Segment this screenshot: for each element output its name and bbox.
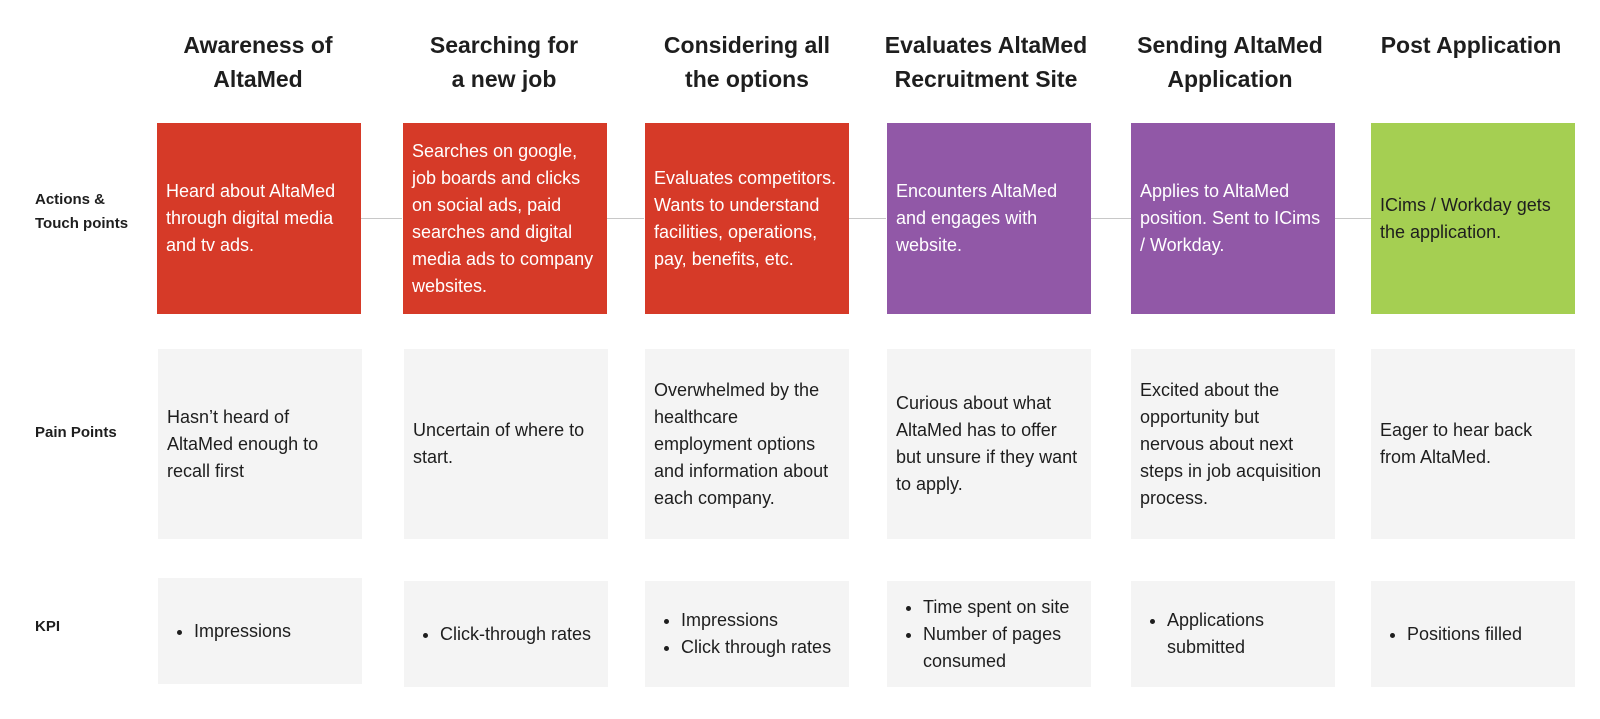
pain-point-text: Curious about what AltaMed has to offer … xyxy=(896,393,1078,494)
pain-point-text: Excited about the opportunity but nervou… xyxy=(1140,379,1322,508)
kpi-list: Applications submitted xyxy=(1140,607,1326,661)
kpi-card: Applications submitted xyxy=(1131,581,1335,687)
kpi-card: Impressions xyxy=(158,578,362,684)
action-card: Searches on google, job boards and click… xyxy=(403,123,607,314)
action-text: Applies to AltaMed position. Sent to ICi… xyxy=(1140,181,1321,255)
connector-line-3 xyxy=(848,218,886,219)
pain-point-card: Overwhelmed by the healthcare employment… xyxy=(645,349,849,539)
pain-point-card: Hasn’t heard of AltaMed enough to recall… xyxy=(158,349,362,539)
pain-point-card: Uncertain of where to start. xyxy=(404,349,608,539)
kpi-item: Impressions xyxy=(681,607,840,634)
kpi-list: Positions filled xyxy=(1380,621,1566,648)
action-card: Encounters AltaMed and engages with webs… xyxy=(887,123,1091,314)
kpi-list: Click-through rates xyxy=(413,621,599,648)
stage-title: Awareness of AltaMed xyxy=(183,32,333,92)
action-card: Evaluates competitors. Wants to understa… xyxy=(645,123,849,314)
action-text: Searches on google, job boards and click… xyxy=(412,140,594,296)
action-card: Heard about AltaMed through digital medi… xyxy=(157,123,361,314)
row-label-kpi: KPI xyxy=(35,618,61,635)
action-text: Encounters AltaMed and engages with webs… xyxy=(896,181,1058,255)
kpi-item: Applications submitted xyxy=(1167,607,1326,661)
connector-line-5 xyxy=(1335,218,1374,219)
action-card: ICims / Workday gets the application. xyxy=(1371,123,1575,314)
pain-point-text: Uncertain of where to start. xyxy=(413,420,585,467)
row-label-pain-points: Pain Points xyxy=(35,424,117,441)
kpi-card: Click-through rates xyxy=(404,581,608,687)
pain-point-card: Curious about what AltaMed has to offer … xyxy=(887,349,1091,539)
action-text: ICims / Workday gets the application. xyxy=(1380,194,1551,242)
kpi-item: Positions filled xyxy=(1407,621,1566,648)
pain-point-text: Hasn’t heard of AltaMed enough to recall… xyxy=(167,406,319,481)
stage-title: Searching for a new job xyxy=(429,32,579,92)
kpi-card: Positions filled xyxy=(1371,581,1575,687)
connector-line-4 xyxy=(1090,218,1131,219)
stage-title: Sending AltaMed Application xyxy=(1137,32,1323,92)
stage-title: Considering all the options xyxy=(663,32,831,92)
connector-line-1 xyxy=(361,218,402,219)
stage-title: Evaluates AltaMed Recruitment Site xyxy=(884,32,1088,92)
pain-point-text: Overwhelmed by the healthcare employment… xyxy=(654,379,829,508)
kpi-item: Click through rates xyxy=(681,634,840,661)
kpi-item: Impressions xyxy=(194,618,353,645)
kpi-list: Impressions Click through rates xyxy=(654,607,840,661)
action-card: Applies to AltaMed position. Sent to ICi… xyxy=(1131,123,1335,314)
action-text: Evaluates competitors. Wants to understa… xyxy=(654,167,837,269)
connector-line-2 xyxy=(606,218,644,219)
kpi-card: Impressions Click through rates xyxy=(645,581,849,687)
kpi-item: Click-through rates xyxy=(440,621,599,648)
stage-title: Post Application xyxy=(1380,32,1562,58)
action-text: Heard about AltaMed through digital medi… xyxy=(166,181,336,255)
kpi-item: Time spent on site xyxy=(923,594,1082,621)
pain-point-card: Eager to hear back from AltaMed. xyxy=(1371,349,1575,539)
kpi-card: Time spent on site Number of pages consu… xyxy=(887,581,1091,687)
pain-point-text: Eager to hear back from AltaMed. xyxy=(1380,420,1533,467)
pain-point-card: Excited about the opportunity but nervou… xyxy=(1131,349,1335,539)
kpi-item: Number of pages consumed xyxy=(923,621,1082,675)
kpi-list: Time spent on site Number of pages consu… xyxy=(896,594,1082,675)
row-label-actions: Actions & Touch points xyxy=(35,191,129,232)
kpi-list: Impressions xyxy=(167,618,353,645)
